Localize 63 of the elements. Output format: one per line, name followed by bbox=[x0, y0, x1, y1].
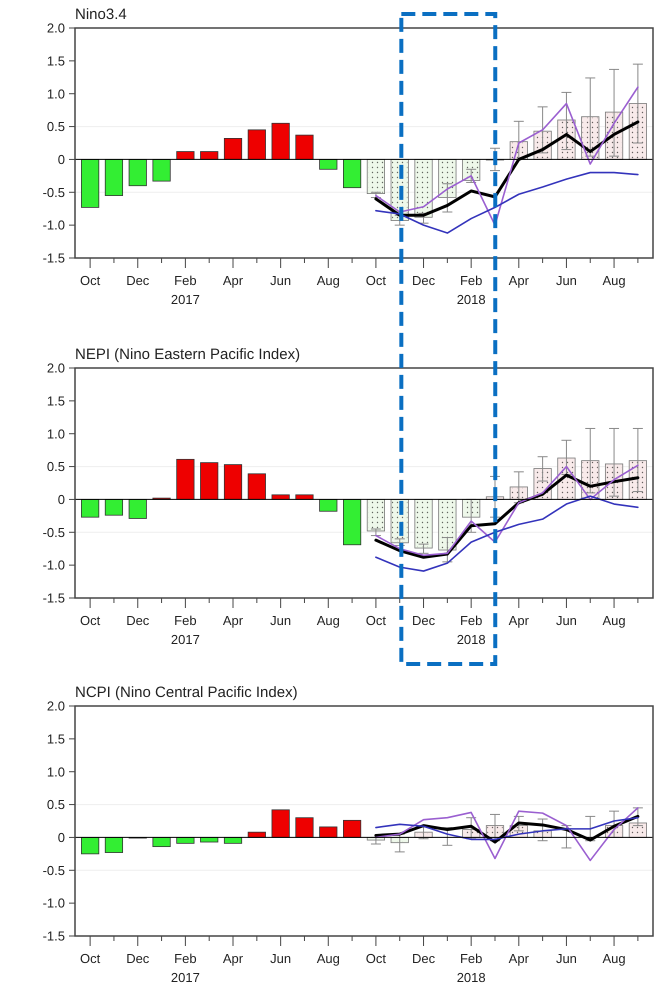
x-tick-label: Jun bbox=[556, 613, 577, 628]
y-tick-label: -1.0 bbox=[42, 218, 65, 233]
y-tick-label: -0.5 bbox=[42, 862, 65, 878]
x-tick-label: Feb 2017 bbox=[170, 951, 200, 985]
y-tick-label: 1.0 bbox=[46, 764, 65, 780]
x-tick-label: Apr bbox=[222, 951, 244, 966]
x-tick-label: Dec bbox=[412, 613, 436, 628]
x-tick-label: Oct bbox=[80, 273, 101, 288]
x-tick-label: Jun bbox=[556, 951, 577, 966]
x-tick-label: Oct bbox=[80, 951, 101, 966]
x-tick-label: Feb 2018 bbox=[456, 951, 486, 985]
y-tick-label: 2.0 bbox=[46, 698, 65, 714]
y-tick-label: -1.5 bbox=[42, 928, 65, 944]
x-tick-label: Dec bbox=[126, 613, 150, 628]
x-tick-label: Jun bbox=[556, 273, 577, 288]
y-tick-label: -1.0 bbox=[42, 896, 65, 911]
x-tick-label: Oct bbox=[366, 951, 386, 966]
x-tick-label: Feb 2017 bbox=[170, 613, 200, 647]
y-tick-label: -1.5 bbox=[42, 590, 65, 606]
y-tick-label: -1.0 bbox=[42, 558, 65, 573]
x-tick-label: Apr bbox=[222, 613, 244, 628]
y-tick-label: 0.5 bbox=[46, 459, 65, 474]
x-tick-label: Dec bbox=[412, 951, 436, 966]
y-tick-label: 1.5 bbox=[46, 53, 65, 68]
x-tick-label: Aug bbox=[316, 951, 340, 966]
chart-title: Nino3.4 bbox=[75, 6, 127, 23]
y-tick-label: -0.5 bbox=[42, 184, 65, 200]
x-tick-label: Apr bbox=[508, 613, 530, 628]
y-tick-label: 0.5 bbox=[46, 119, 65, 134]
x-tick-label: Aug bbox=[602, 613, 626, 628]
x-tick-label: Feb 2018 bbox=[456, 613, 486, 647]
x-tick-label: Jun bbox=[270, 613, 292, 628]
y-tick-label: 1.5 bbox=[46, 393, 65, 408]
chart-title: NCPI (Nino Central Pacific Index) bbox=[75, 684, 298, 701]
x-tick-label: Apr bbox=[222, 273, 244, 288]
x-tick-label: Oct bbox=[80, 613, 101, 628]
y-tick-label: 0.5 bbox=[46, 797, 65, 812]
x-tick-label: Aug bbox=[602, 951, 626, 966]
x-tick-label: Dec bbox=[126, 951, 150, 966]
y-tick-label: -1.5 bbox=[42, 250, 65, 266]
x-tick-label: Jun bbox=[270, 951, 292, 966]
x-tick-label: Aug bbox=[602, 273, 626, 288]
x-tick-label: Jun bbox=[270, 273, 292, 288]
x-tick-label: Oct bbox=[366, 273, 386, 288]
y-tick-label: 1.5 bbox=[46, 731, 65, 746]
x-tick-label: Apr bbox=[508, 273, 530, 288]
y-tick-label: 2.0 bbox=[46, 20, 65, 36]
x-tick-label: Oct bbox=[366, 613, 386, 628]
y-tick-label: 0 bbox=[58, 830, 65, 845]
y-tick-label: 1.0 bbox=[46, 426, 65, 442]
x-tick-label: Aug bbox=[316, 273, 340, 288]
y-tick-label: -0.5 bbox=[42, 524, 65, 540]
y-tick-label: 0 bbox=[58, 492, 65, 507]
x-tick-label: Feb 2018 bbox=[456, 273, 486, 307]
y-tick-label: 1.0 bbox=[46, 86, 65, 102]
y-tick-label: 2.0 bbox=[46, 360, 65, 376]
x-tick-label: Feb 2017 bbox=[170, 273, 200, 307]
x-tick-label: Dec bbox=[126, 273, 150, 288]
y-tick-label: 0 bbox=[58, 152, 65, 167]
x-tick-label: Dec bbox=[412, 273, 436, 288]
x-tick-label: Aug bbox=[316, 613, 340, 628]
chart-title: NEPI (Nino Eastern Pacific Index) bbox=[75, 346, 300, 363]
x-tick-label: Apr bbox=[508, 951, 530, 966]
